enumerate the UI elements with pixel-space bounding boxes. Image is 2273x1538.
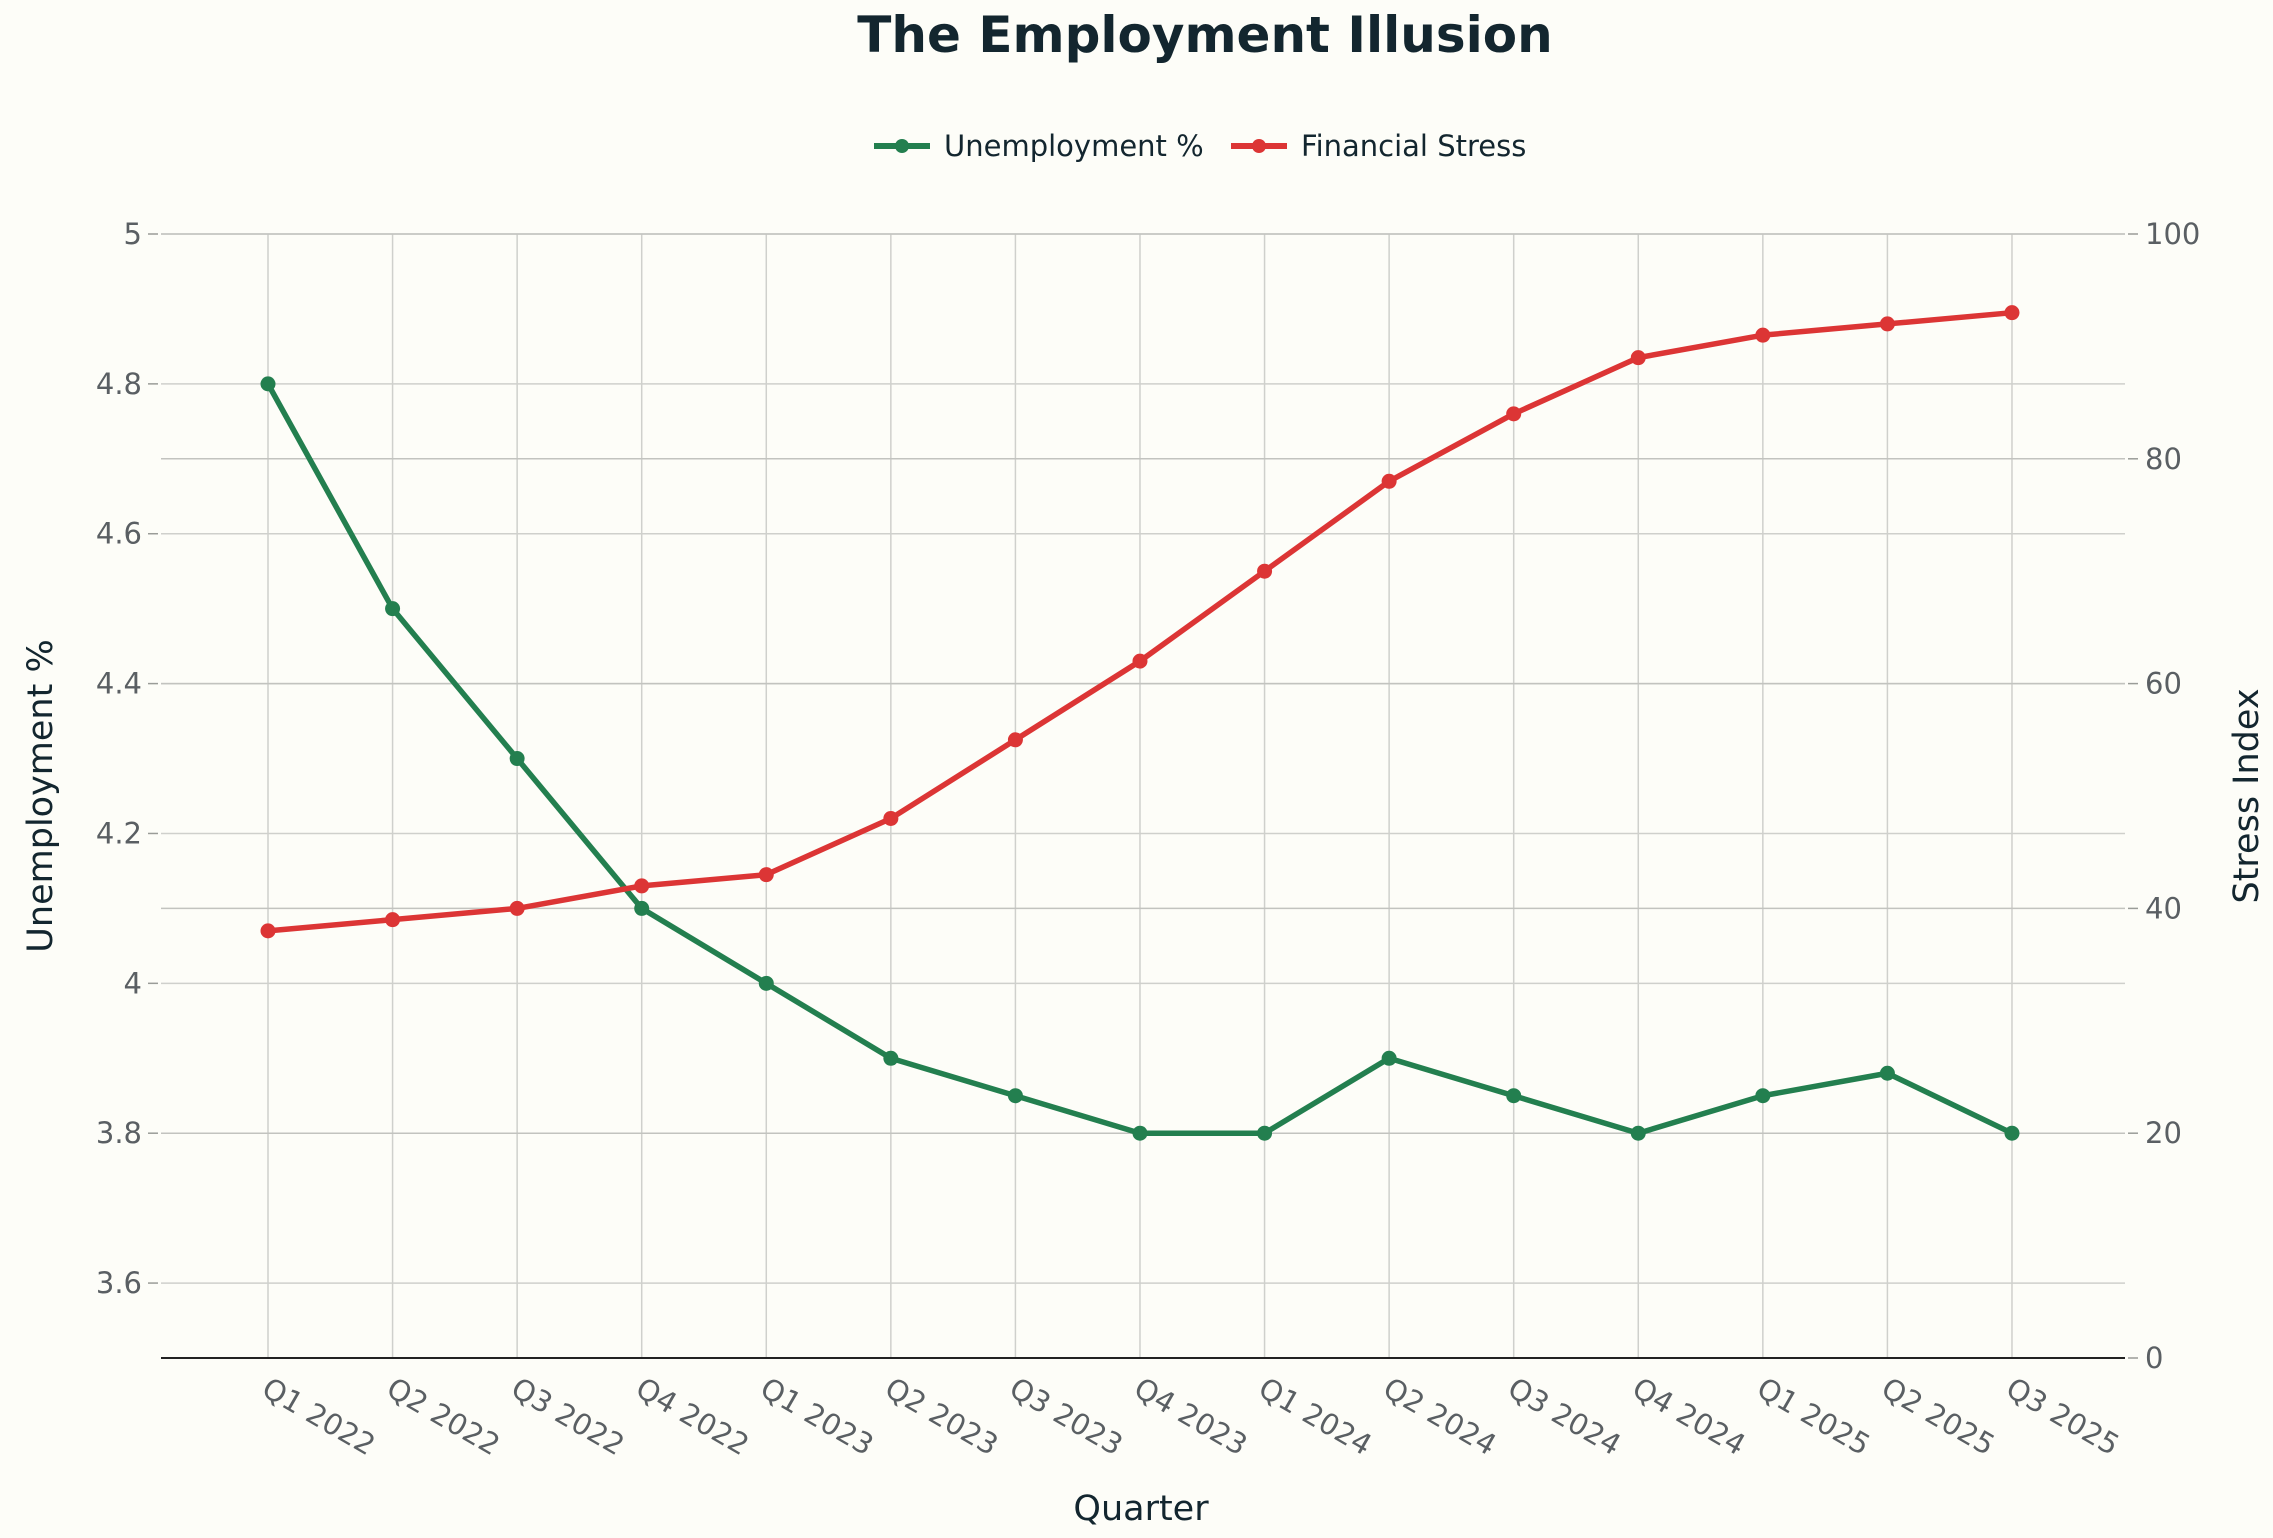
unemployment-point[interactable] xyxy=(634,900,650,916)
x-tick-label: Q4 2024 xyxy=(1627,1371,1752,1463)
financial-stress-point[interactable] xyxy=(758,867,774,883)
unemployment-point[interactable] xyxy=(1630,1125,1646,1141)
y-axis-title: Unemployment % xyxy=(21,639,61,952)
unemployment-point[interactable] xyxy=(385,601,401,617)
unemployment-point[interactable] xyxy=(1007,1088,1023,1104)
x-tick-label: Q1 2024 xyxy=(1253,1371,1378,1463)
y2-tick-label: 80 xyxy=(2145,442,2182,476)
unemployment-point[interactable] xyxy=(1257,1125,1273,1141)
grid xyxy=(161,233,2125,1358)
y2-tick-label: 100 xyxy=(2145,217,2200,251)
legend: Unemployment % Financial Stress xyxy=(874,129,1526,163)
unemployment-point[interactable] xyxy=(1506,1088,1522,1104)
legend-item-unemployment[interactable]: Unemployment % xyxy=(874,129,1204,163)
y2-tick-label: 60 xyxy=(2145,667,2182,701)
x-tick-label: Q2 2023 xyxy=(879,1371,1004,1463)
financial-stress-point[interactable] xyxy=(634,878,650,894)
x-tick-label: Q1 2023 xyxy=(755,1371,880,1463)
series-points xyxy=(260,305,2020,1141)
financial-stress-point[interactable] xyxy=(509,900,525,916)
financial-stress-point[interactable] xyxy=(1132,653,1148,669)
x-tick-label: Q3 2023 xyxy=(1004,1371,1129,1463)
y-tick-label: 3.8 xyxy=(96,1116,142,1150)
unemployment-point[interactable] xyxy=(1132,1125,1148,1141)
y-tick-label: 4.6 xyxy=(96,517,142,551)
financial-stress-point[interactable] xyxy=(1257,563,1273,579)
unemployment-point[interactable] xyxy=(509,751,525,767)
financial-stress-point[interactable] xyxy=(385,912,401,928)
x-tick-label: Q2 2024 xyxy=(1378,1371,1503,1463)
financial-stress-point[interactable] xyxy=(883,810,899,826)
financial-stress-point[interactable] xyxy=(260,923,276,939)
x-tick-label: Q1 2025 xyxy=(1751,1371,1876,1463)
x-axis-title: Quarter xyxy=(1073,1489,1209,1529)
x-tick-label: Q3 2022 xyxy=(506,1371,631,1463)
x-tick-label: Q3 2025 xyxy=(2000,1371,2125,1463)
financial-stress-point[interactable] xyxy=(1506,406,1522,422)
x-tick-label: Q2 2025 xyxy=(1876,1371,2001,1463)
financial-stress-point[interactable] xyxy=(1007,732,1023,748)
chart-title: The Employment Illusion xyxy=(857,6,1552,64)
x-tick-label: Q1 2022 xyxy=(257,1371,382,1463)
financial-stress-point[interactable] xyxy=(1755,327,1771,343)
legend-item-financial-stress[interactable]: Financial Stress xyxy=(1231,129,1526,163)
financial-stress-point[interactable] xyxy=(2004,305,2020,321)
unemployment-point[interactable] xyxy=(260,376,276,392)
y2-tick-label: 20 xyxy=(2145,1116,2182,1150)
legend-label-financial-stress: Financial Stress xyxy=(1301,129,1526,163)
y2-tick-label: 0 xyxy=(2145,1341,2163,1375)
legend-marker-unemployment xyxy=(895,139,909,153)
x-tick-label: Q3 2024 xyxy=(1502,1371,1627,1463)
y-tick-label: 5 xyxy=(124,217,142,251)
financial-stress-point[interactable] xyxy=(1879,316,1895,332)
unemployment-point[interactable] xyxy=(1381,1050,1397,1066)
x-tick-label: Q4 2023 xyxy=(1128,1371,1253,1463)
unemployment-point[interactable] xyxy=(1755,1088,1771,1104)
legend-marker-financial-stress xyxy=(1252,139,1266,153)
y-tick-label: 4.8 xyxy=(96,367,142,401)
y-tick-label: 4.4 xyxy=(96,667,142,701)
x-tick-label: Q4 2022 xyxy=(630,1371,755,1463)
x-tick-label: Q2 2022 xyxy=(381,1371,506,1463)
y2-axis-title: Stress Index xyxy=(2227,688,2267,903)
legend-label-unemployment: Unemployment % xyxy=(944,129,1204,163)
unemployment-point[interactable] xyxy=(2004,1125,2020,1141)
y-tick-label: 4 xyxy=(124,966,142,1000)
y2-tick-label: 40 xyxy=(2145,891,2182,925)
financial-stress-point[interactable] xyxy=(1630,350,1646,366)
unemployment-point[interactable] xyxy=(883,1050,899,1066)
y-tick-label: 4.2 xyxy=(96,816,142,850)
unemployment-point[interactable] xyxy=(758,975,774,991)
financial-stress-point[interactable] xyxy=(1381,473,1397,489)
y-tick-label: 3.6 xyxy=(96,1266,142,1300)
unemployment-point[interactable] xyxy=(1879,1065,1895,1081)
